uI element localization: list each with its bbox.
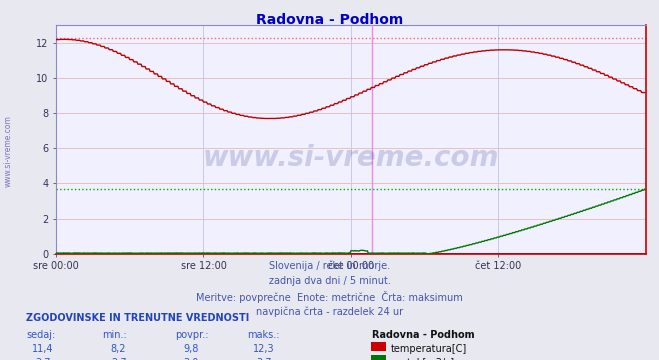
Text: 8,2: 8,2 [111, 344, 127, 354]
Text: www.si-vreme.com: www.si-vreme.com [203, 144, 499, 172]
Text: 12,3: 12,3 [253, 344, 274, 354]
Text: Meritve: povprečne  Enote: metrične  Črta: maksimum: Meritve: povprečne Enote: metrične Črta:… [196, 291, 463, 303]
Text: 11,4: 11,4 [32, 344, 53, 354]
Text: 2,7: 2,7 [111, 358, 127, 360]
Text: Radovna - Podhom: Radovna - Podhom [372, 330, 475, 341]
Text: Slovenija / reke in morje.: Slovenija / reke in morje. [269, 261, 390, 271]
Text: ZGODOVINSKE IN TRENUTNE VREDNOSTI: ZGODOVINSKE IN TRENUTNE VREDNOSTI [26, 313, 250, 323]
Text: Radovna - Podhom: Radovna - Podhom [256, 13, 403, 27]
Text: navpična črta - razdelek 24 ur: navpična črta - razdelek 24 ur [256, 306, 403, 317]
Text: www.si-vreme.com: www.si-vreme.com [3, 115, 13, 187]
Text: zadnja dva dni / 5 minut.: zadnja dva dni / 5 minut. [269, 276, 390, 286]
Text: min.:: min.: [102, 330, 127, 341]
Text: 9,8: 9,8 [183, 344, 199, 354]
Text: sedaj:: sedaj: [26, 330, 55, 341]
Text: temperatura[C]: temperatura[C] [391, 344, 467, 354]
Text: maks.:: maks.: [247, 330, 279, 341]
Text: 3,7: 3,7 [256, 358, 272, 360]
Text: pretok[m3/s]: pretok[m3/s] [391, 358, 454, 360]
Text: 3,0: 3,0 [183, 358, 199, 360]
Text: 3,7: 3,7 [35, 358, 51, 360]
Text: povpr.:: povpr.: [175, 330, 208, 341]
